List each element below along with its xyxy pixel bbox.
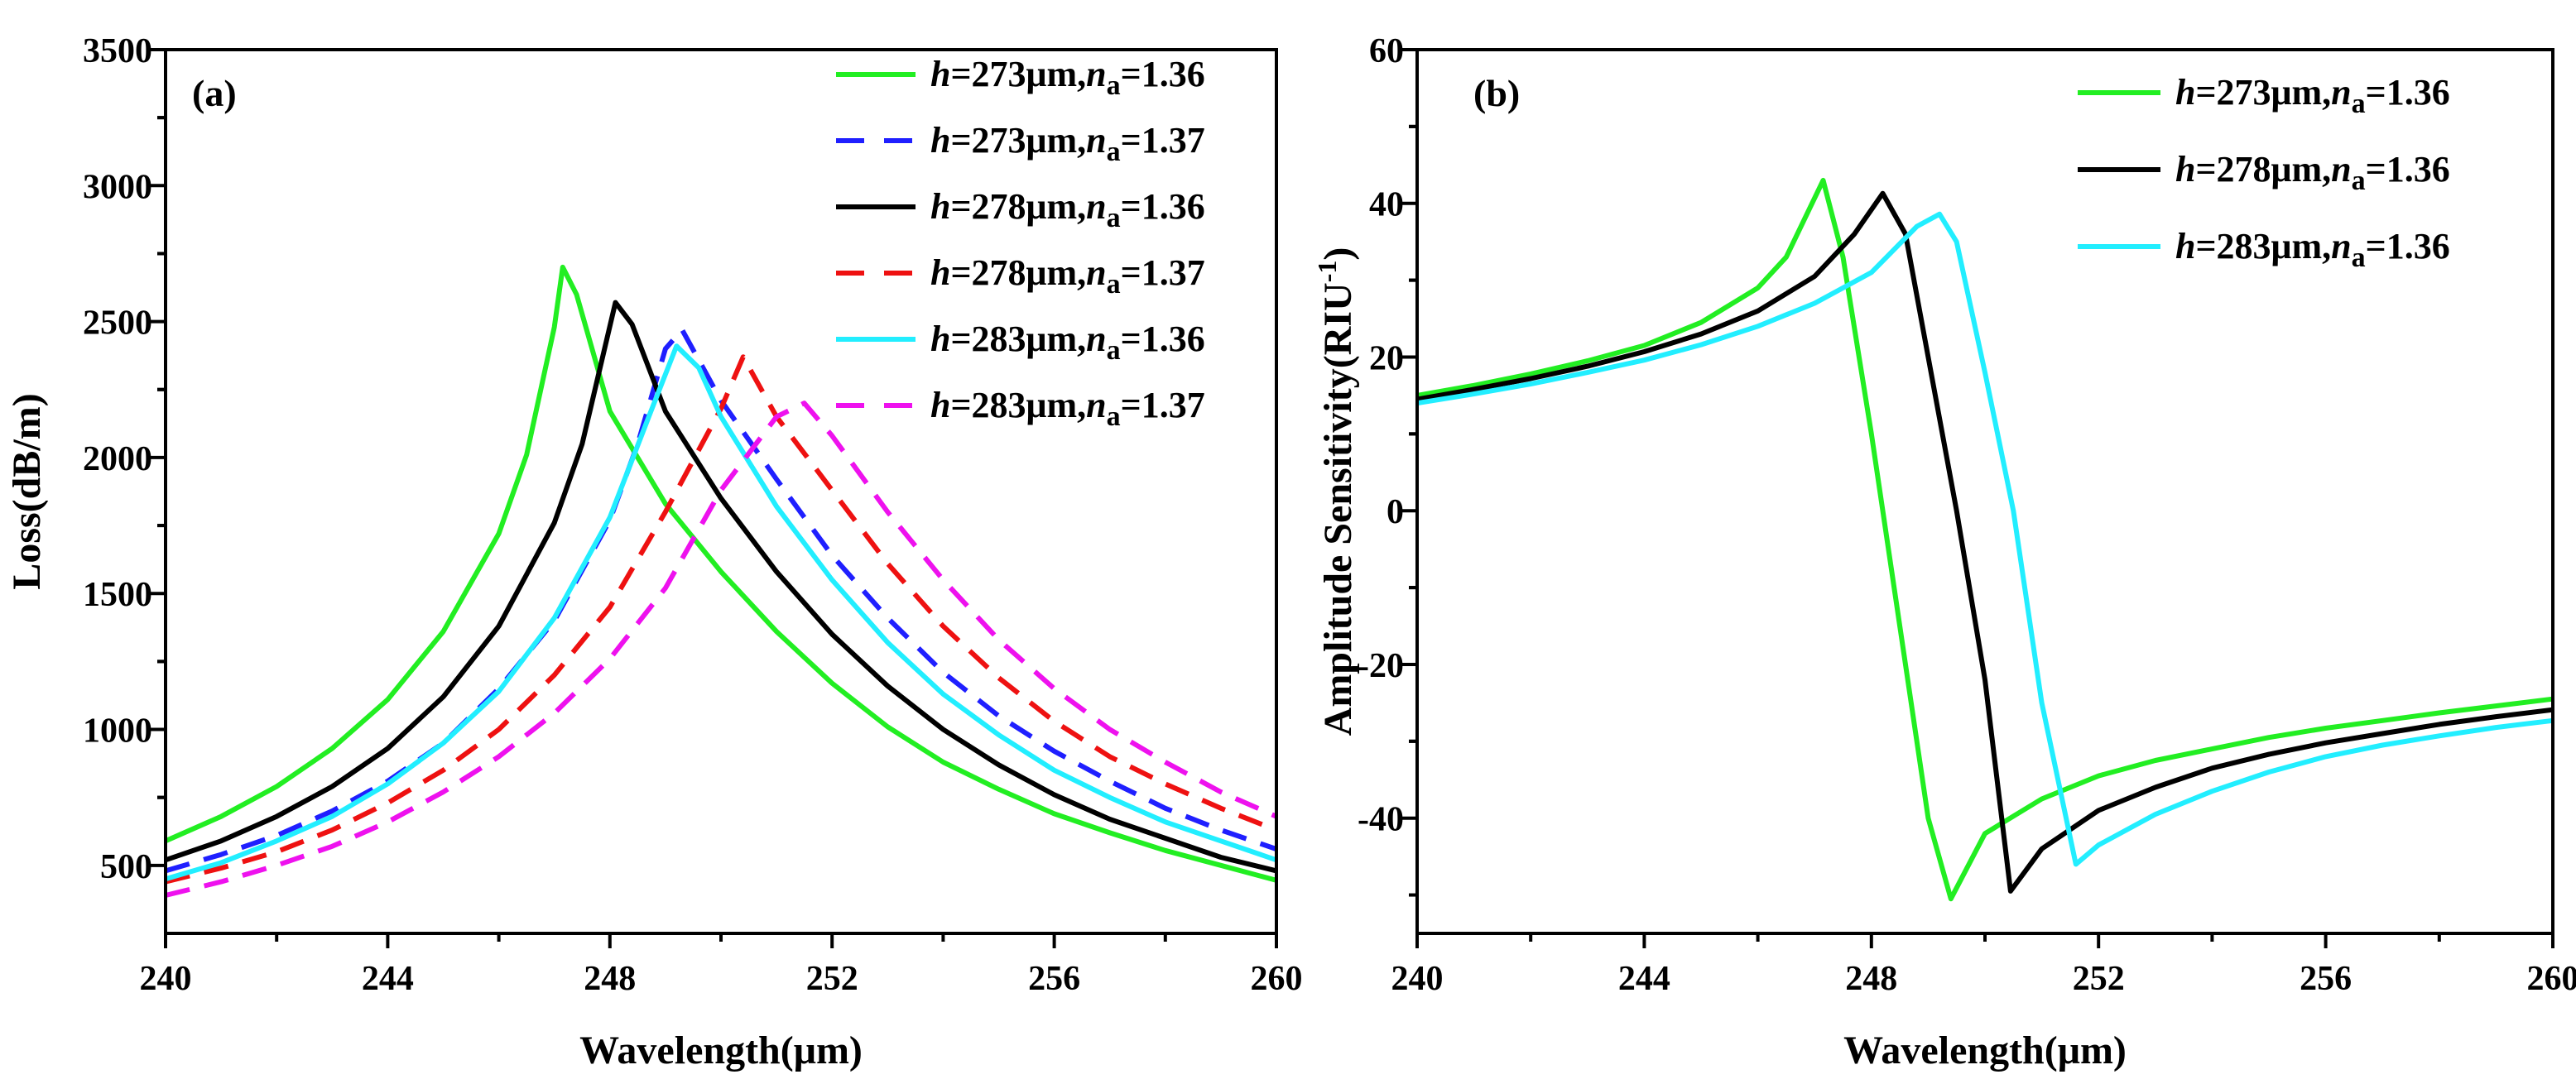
panel-a-legend-label-6: h=283μm,na=1.37 [930, 385, 1205, 432]
panel-b-y-axis-title-main: Amplitude Sensitivity(RIU [1316, 282, 1360, 736]
panel-a-ticks [151, 48, 1278, 948]
panel-a-y-axis-title: Loss(dB/m) [5, 393, 49, 589]
panel-b-ticks [1402, 48, 2554, 948]
panel-b-y-tick-label: -40 [1358, 801, 1404, 839]
panel-a-series-line-2 [165, 327, 1277, 874]
panel-b-y-axis-title-superscript: -1 [1312, 261, 1342, 283]
panel-a-legend-label-5: h=283μm,na=1.36 [930, 319, 1205, 366]
panel-a-series-line-6 [165, 401, 1278, 898]
panel-b-legend-label-1: h=273μm,na=1.36 [2175, 72, 2450, 119]
panel-b-legend: h=273μm,na=1.36 h=278μm,na=1.36 h=283μm,na… [2078, 72, 2450, 273]
panel-b-y-tick-label: 0 [1387, 493, 1404, 531]
panel-a-y-tick-label: 3000 [83, 168, 152, 206]
panel-b-y-tick-label: -20 [1358, 647, 1404, 685]
panel-b-x-tick-label: 244 [1618, 960, 1670, 998]
panel-a-legend: h=273μm,na=1.36 h=273μm,na=1.37 h=278μm,na… [836, 54, 1205, 432]
panel-b-x-tick-label: 256 [2300, 960, 2352, 998]
panel-a-legend-label-2: h=273μm,na=1.37 [930, 120, 1205, 167]
panel-a-y-tick-label: 2500 [83, 305, 152, 343]
panel-b-series-line-3 [1416, 211, 2554, 867]
panel-a-tick-labels: 240 244 248 252 256 260 500 1000 1500 2000 2500 300… [83, 32, 1303, 998]
panel-a-series-line-1 [164, 264, 1277, 883]
panel-a-x-tick-label: 252 [806, 960, 858, 998]
panel-b-tick-labels: 240 244 248 252 256 260 -40 -20 0 20 40 60 [1358, 32, 2576, 998]
panel-a-legend-label-3: h=278μm,na=1.36 [930, 186, 1205, 233]
panel-b-x-tick-label: 240 [1391, 960, 1444, 998]
panel-a-y-tick-label: 2000 [83, 440, 152, 478]
panel-b-x-tick-label: 260 [2527, 960, 2576, 998]
panel-a-legend-label-4: h=278μm,na=1.37 [930, 252, 1205, 300]
panel-b-series-line-2 [1416, 190, 2554, 894]
panel-a-label: (a) [192, 72, 237, 114]
panel-a-series-line-4 [165, 354, 1278, 885]
panel-a-series-group [164, 264, 1278, 898]
panel-a-axis-frame [164, 48, 1278, 935]
panel-b-x-axis-title: Wavelength(μm) [1843, 1029, 2127, 1072]
panel-b-legend-label-3: h=283μm,na=1.36 [2175, 226, 2450, 273]
panel-a-x-tick-label: 248 [584, 960, 636, 998]
panel-a-x-tick-label: 256 [1028, 960, 1080, 998]
panel-a-loss-chart: 240 244 248 252 256 260 500 1000 1500 2000 2500 300… [5, 32, 1303, 1072]
panel-b-y-axis-title: Amplitude Sensitivity(RIU-1) [1312, 247, 1360, 736]
panel-b-y-tick-label: 60 [1369, 32, 1404, 70]
panel-a-y-tick-label: 3500 [83, 32, 152, 70]
panel-b-x-tick-label: 252 [2073, 960, 2125, 998]
panel-a-x-tick-label: 260 [1251, 960, 1303, 998]
panel-a-x-axis-title: Wavelength(μm) [579, 1029, 863, 1072]
panel-a-y-tick-label: 500 [100, 848, 152, 886]
panel-b-legend-label-2: h=278μm,na=1.36 [2175, 149, 2450, 196]
panel-b-y-tick-label: 20 [1369, 339, 1404, 377]
panel-b-x-tick-label: 248 [1845, 960, 1897, 998]
panel-a-y-tick-label: 1000 [83, 712, 152, 751]
panel-a-series-line-3 [165, 300, 1277, 874]
panel-a-y-tick-label: 1500 [83, 576, 152, 614]
panel-a-series-line-5 [165, 343, 1277, 882]
panel-a-x-tick-label: 244 [362, 960, 414, 998]
panel-b-label: (b) [1473, 72, 1520, 114]
panel-b-sensitivity-chart: 240 244 248 252 256 260 -40 -20 0 20 40 60 (b) Wave… [1312, 32, 2576, 1072]
panel-b-series-group [1416, 177, 2554, 902]
panel-a-legend-label-1: h=273μm,na=1.36 [930, 54, 1205, 101]
panel-b-y-tick-label: 40 [1369, 186, 1404, 224]
panel-a-x-tick-label: 240 [140, 960, 192, 998]
panel-b-series-line-1 [1416, 177, 2554, 902]
panel-b-y-axis-title-close: ) [1316, 247, 1360, 261]
